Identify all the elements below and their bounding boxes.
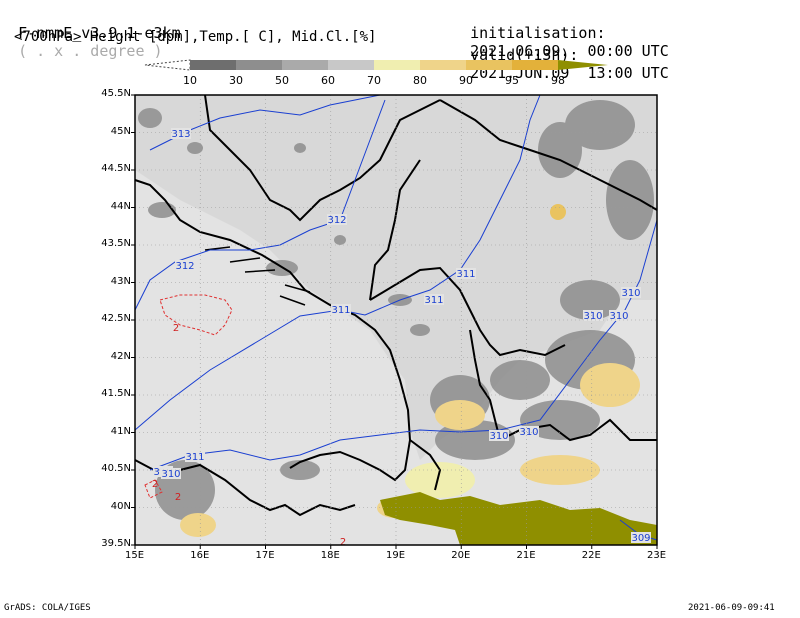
lat-label: 45.5N [101,88,131,99]
colorbar-segment [328,60,374,70]
lon-label: 16E [190,550,210,561]
height-label-bg [519,426,539,437]
lat-label: 44N [110,200,131,212]
height-label-bg [631,532,651,543]
lat-label: 39.5N [101,538,131,549]
render-timestamp: 2021-06-09-09:41 [688,603,775,613]
field-description: <700hPa> Height [dpm],Temp.[ C], Mid.Cl.… [14,29,377,45]
height-label-bg [609,310,629,321]
colorbar-segment [420,60,466,70]
valid-label: valid(+13h): [470,46,579,64]
colorbar-label: 60 [321,74,335,87]
colorbar-label: 98 [551,74,565,87]
height-label-bg [327,214,347,225]
lon-label: 18E [320,550,340,561]
height-label-bg [331,304,351,315]
height-label-bg [456,268,476,279]
colorbar-label: 90 [459,74,473,87]
colorbar-segment [374,60,420,70]
lat-label: 41N [110,425,131,437]
lon-label: 17E [255,550,275,561]
colorbar-segment [190,60,236,70]
height-label-bg [175,260,195,271]
height-label: 310 [489,431,508,442]
lat-lon-grid [135,95,657,545]
grads-credit: GrADS: COLA/IGES [4,603,91,613]
colorbar-label: 70 [367,74,381,87]
colorbar-label: 80 [413,74,427,87]
colorbar-label: 50 [275,74,289,87]
height-label: 311 [424,295,443,306]
height-label-bg [171,128,191,139]
init-label: initialisation: [470,24,606,42]
height-contours [134,94,658,541]
colorbar-segment [512,60,558,70]
islands [204,246,311,306]
colorbar-segment [466,60,512,70]
height-label: 313 [171,129,190,140]
lat-label: 45N [110,125,131,137]
valid-value: 2021.JUN.09 13:00 UTC [470,64,669,82]
temp-label: 2 [175,492,181,503]
height-label-bg [185,451,205,462]
temperature-contour-labels: 2 2 2 2 [152,323,346,548]
lat-label: 42N [110,350,131,362]
height-label: 312 [175,261,194,272]
lon-label: 19E [386,550,406,561]
model-name: F-nmmE_v3.9.1-e3km [18,24,181,42]
height-label: 312 [327,215,346,226]
axis-ticks [131,94,658,549]
colorbar-segment [236,60,282,70]
temperature-contours [144,294,233,499]
height-label: 311 [456,269,475,280]
lat-label: 41.5N [101,388,131,399]
height-label-bg [583,310,603,321]
lat-label: 43N [110,275,131,287]
lat-label: 44.5N [101,163,131,174]
lon-label: 23E [647,550,667,561]
lon-label: 20E [451,550,471,561]
colorbar-label: 30 [229,74,243,87]
height-contour-labels: 3133123123113113113113113103103103103103… [153,128,651,544]
cloud-cover-98 [380,492,657,545]
colorbar-segment [282,60,328,70]
height-label-bg [424,294,444,305]
colorbar-label: 10 [183,74,197,87]
lat-label: 42.5N [101,313,131,324]
colorbar-segment [558,60,608,70]
lat-label: 40.5N [101,463,131,474]
lat-label: 43.5N [101,238,131,249]
lon-label: 21E [516,550,536,561]
model-units: ( . x . degree ) [18,42,163,60]
temp-label: 2 [173,323,179,334]
height-label: 311 [331,305,350,316]
colorbar [144,59,608,71]
height-label-bg [489,430,509,441]
lon-label: 22E [581,550,601,561]
height-label: 309 [631,533,650,544]
temp-label: 2 [340,537,346,548]
height-label: 310 [609,311,628,322]
height-label: 310 [519,427,538,438]
colorbar-label: 95 [505,74,519,87]
height-label-bg [161,468,181,479]
lat-label: 40N [110,500,131,512]
height-label: 310 [583,311,602,322]
height-label: 310 [621,288,640,299]
lon-label: 15E [125,550,145,561]
init-value: 2021.06.09. 00:00 UTC [470,42,669,60]
height-label: 311 [185,452,204,463]
height-label: 310 [161,469,180,480]
height-label-bg [621,287,641,298]
land-shading [135,95,657,460]
colorbar-segment [144,59,191,71]
temp-label: 2 [152,479,158,490]
